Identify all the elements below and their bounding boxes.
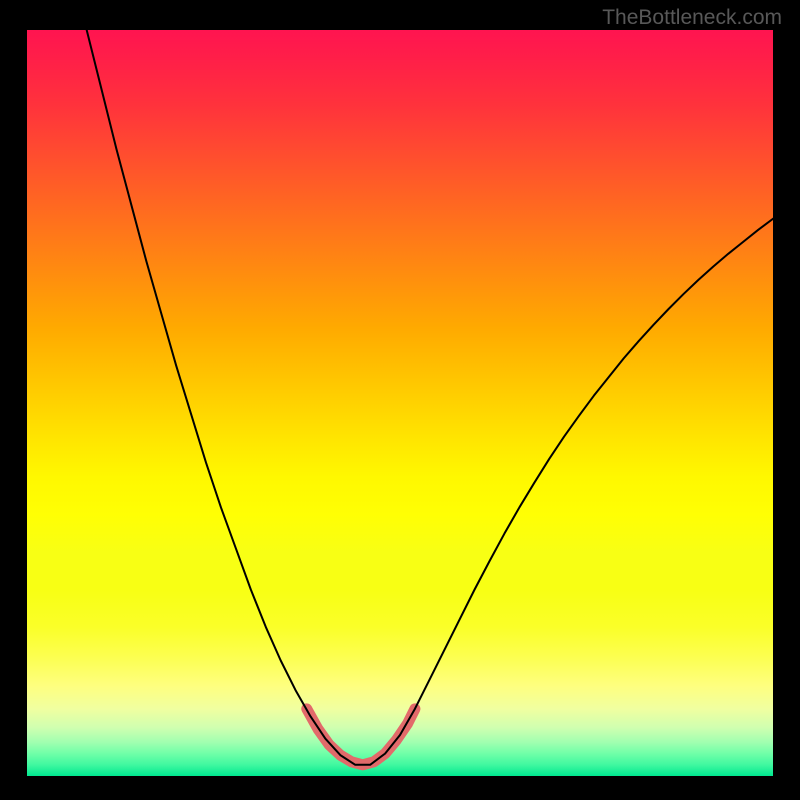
bottleneck-curve [87, 30, 773, 765]
chart-container: TheBottleneck.com [0, 0, 800, 800]
curve-layer [27, 30, 773, 776]
plot-area [27, 30, 773, 776]
watermark-label: TheBottleneck.com [602, 6, 782, 30]
